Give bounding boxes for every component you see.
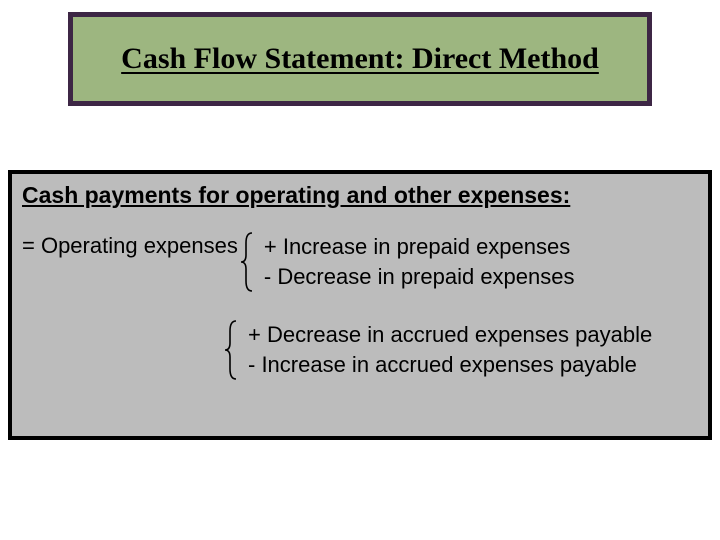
brace-group-2: + Decrease in accrued expenses payable -… [222,319,698,381]
group1-line2: - Decrease in prepaid expenses [264,262,575,292]
group1-line1: + Increase in prepaid expenses [264,232,575,262]
brace-group-1: + Increase in prepaid expenses - Decreas… [238,231,575,293]
slide-title: Cash Flow Statement: Direct Method [121,40,599,78]
group1-lines: + Increase in prepaid expenses - Decreas… [258,232,575,291]
group2-lines: + Decrease in accrued expenses payable -… [242,320,652,379]
group2-line2: - Increase in accrued expenses payable [248,350,652,380]
curly-brace-icon [238,231,258,293]
subheading: Cash payments for operating and other ex… [22,182,698,209]
title-box: Cash Flow Statement: Direct Method [68,12,652,106]
curly-brace-icon [222,319,242,381]
formula-row-1: = Operating expenses + Increase in prepa… [22,231,698,293]
content-box: Cash payments for operating and other ex… [8,170,712,440]
formula-left: = Operating expenses [22,231,238,259]
group2-line1: + Decrease in accrued expenses payable [248,320,652,350]
